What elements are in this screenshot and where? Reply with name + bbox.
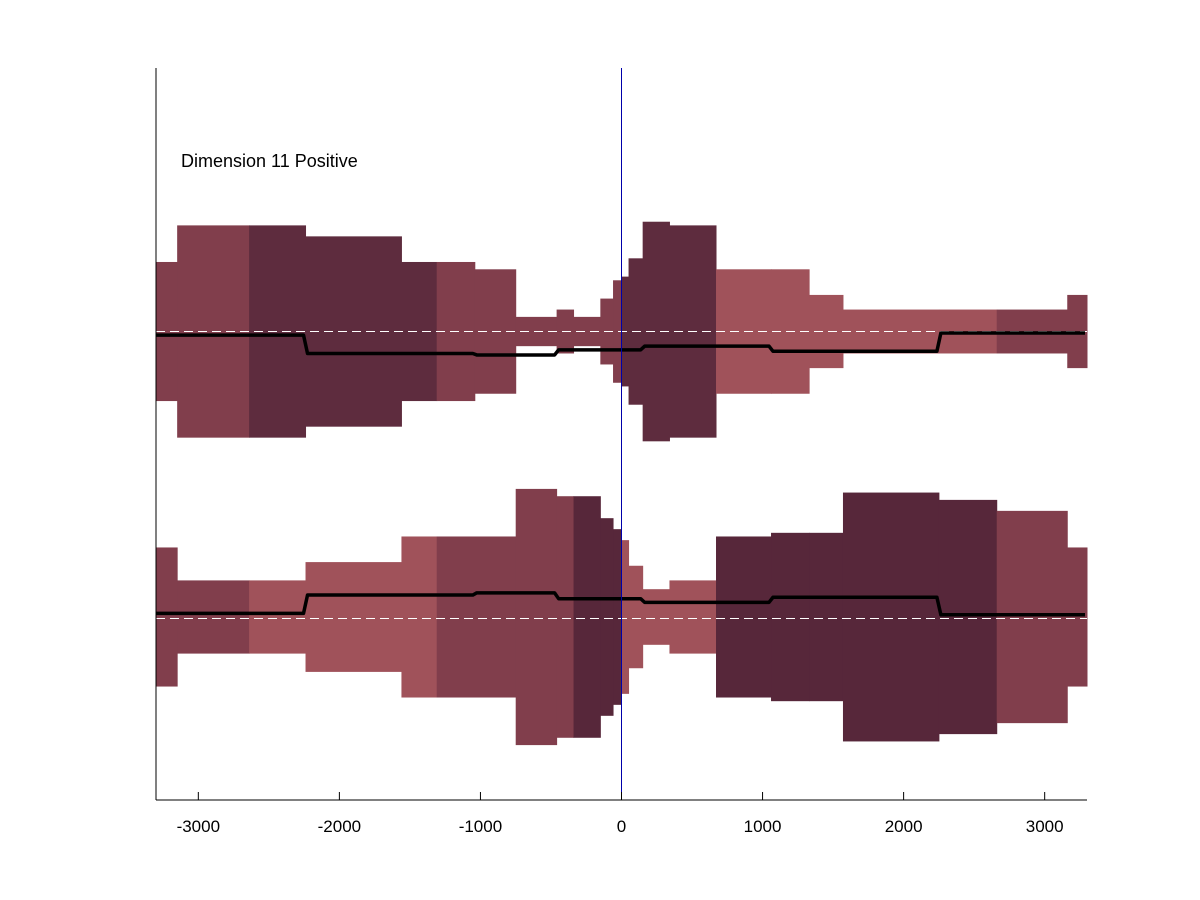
- band-segment-1-19: [938, 499, 998, 735]
- band-segment-0-0: [156, 261, 178, 402]
- band-segment-1-4: [401, 536, 438, 698]
- annotation-label: Dimension 11 Positive: [181, 151, 358, 171]
- x-tick-label-3: 0: [617, 817, 626, 836]
- band-segment-0-11: [613, 280, 622, 383]
- x-tick-label-0: -3000: [177, 817, 220, 836]
- x-tick-label-6: 3000: [1026, 817, 1064, 836]
- mean-line-0: [156, 331, 1085, 357]
- band-segment-1-2: [249, 580, 307, 654]
- band-segment-1-18: [842, 492, 940, 742]
- band-segment-1-14: [669, 580, 717, 654]
- x-ticks: -3000 -2000 -1000 0 1000 2000 3000: [177, 792, 1064, 836]
- band-segment-1-3: [305, 562, 402, 672]
- band-segment-0-4: [401, 261, 438, 402]
- band-segment-1-11: [621, 540, 630, 694]
- band-segment-1-17: [809, 532, 844, 702]
- x-tick-label-5: 2000: [885, 817, 923, 836]
- band-segment-1-0: [156, 547, 178, 687]
- band-segment-1-1: [177, 580, 250, 654]
- band-segment-1-9: [600, 518, 614, 716]
- band-segment-1-7: [556, 496, 575, 738]
- mean-lines: [156, 331, 1085, 617]
- band-segment-1-12: [628, 565, 644, 669]
- mean-line-1: [156, 591, 1085, 617]
- band-segment-1-20: [996, 510, 1068, 724]
- band-segment-1-16: [771, 532, 810, 702]
- band-segment-1-5: [436, 536, 517, 698]
- x-tick-label-1: -2000: [318, 817, 361, 836]
- band-segment-1-6: [515, 488, 558, 746]
- band-segment-1-10: [613, 529, 622, 705]
- band-segment-1-13: [642, 589, 670, 645]
- band-segment-1-15: [716, 536, 772, 698]
- band-segment-1-21: [1067, 547, 1088, 687]
- band-segment-1-8: [573, 496, 601, 738]
- x-tick-label-2: -1000: [459, 817, 502, 836]
- x-tick-label-4: 1000: [744, 817, 782, 836]
